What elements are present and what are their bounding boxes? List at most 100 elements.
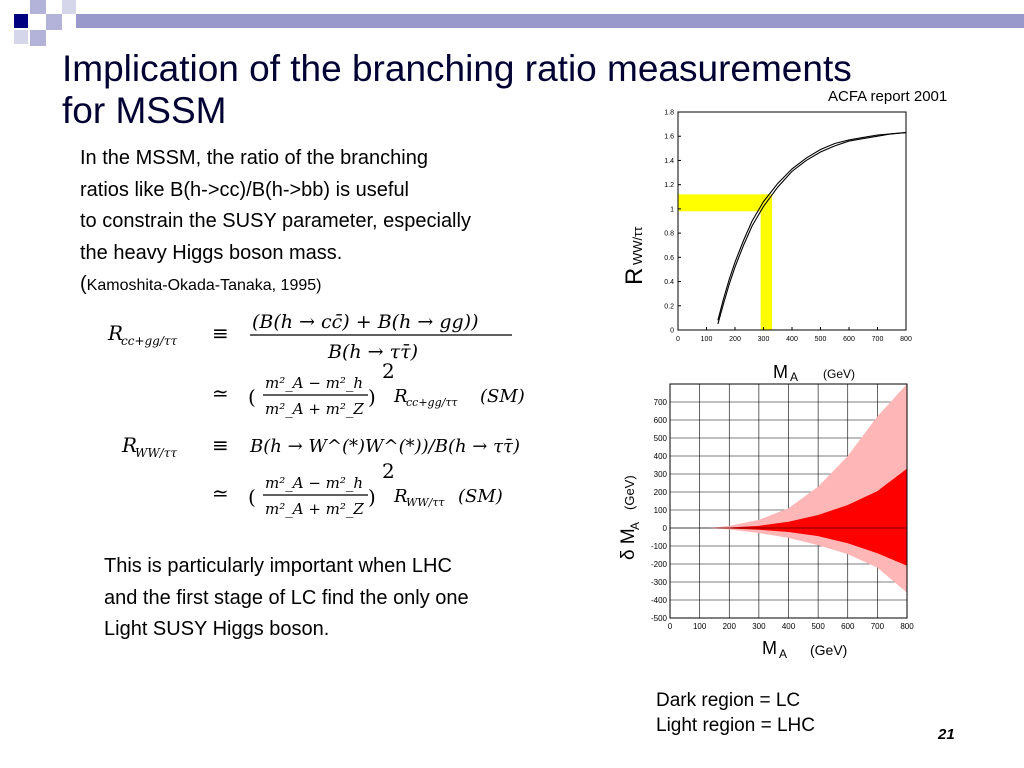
x-tick-label: 200: [723, 622, 737, 631]
y-tick-label: 0: [663, 524, 668, 533]
formula-equiv-1: ≡: [212, 321, 229, 345]
formula-frac-numerator-1: m²_A − m²_h: [265, 374, 363, 392]
page-number: 21: [938, 726, 955, 743]
decor-square-light-3: [30, 30, 46, 46]
x-tick-label: 300: [752, 622, 766, 631]
x-tick-label: 500: [815, 336, 827, 343]
x-tick-label: 700: [871, 622, 885, 631]
conclusion-line: and the first stage of LC find the only …: [104, 586, 469, 609]
curve-2: [717, 132, 907, 321]
x-tick-label: 0: [676, 336, 680, 343]
mass-precision-chart-plot: 0 100 200 300 400 500 600 700 800 -500 -400 -300 -20…: [651, 383, 914, 631]
intro-line: the heavy Higgs boson mass.: [80, 241, 343, 264]
decor-square-light-4: [14, 30, 28, 44]
conclusion-line: Light SUSY Higgs boson.: [104, 618, 330, 640]
x-tick-label: 400: [782, 622, 796, 631]
formula-sm2: R: [393, 486, 408, 507]
x-tick-label: 100: [693, 622, 707, 631]
y-tick-label: 1.4: [664, 158, 674, 165]
legend-light: Light region = LHC: [656, 715, 815, 736]
plot-frame: [677, 111, 907, 331]
y-tick-label: 1.8: [664, 110, 674, 117]
y-tick-label: 1.6: [664, 134, 674, 141]
plot-frame: [669, 383, 908, 619]
formula-sm2-tail: (SM): [458, 486, 503, 507]
citation-text: Kamoshita-Okada-Tanaka, 1995): [86, 277, 322, 294]
x-tick-label: 800: [900, 622, 914, 631]
y-tick-label: 500: [654, 434, 668, 443]
ratio-chart-ylabel-main: R: [621, 268, 648, 285]
decor-square-light-2: [46, 14, 62, 30]
title-line-2: for MSSM: [62, 90, 227, 131]
ratio-chart-ylabel: R WW/ττ: [621, 226, 648, 285]
x-tick-label: 800: [900, 336, 912, 343]
paren-right-1: ): [368, 385, 376, 409]
x-tick-label: 300: [758, 336, 770, 343]
y-tick-label: 1.2: [664, 182, 674, 189]
formula-frac-denominator-2: m²_A + m²_Z: [265, 500, 364, 518]
y-tick-label: 700: [654, 398, 668, 407]
formula-approx-2: ≃: [212, 481, 229, 505]
x-tick-label: 0: [668, 622, 673, 631]
slide-title: Implication of the branching ratio measu…: [62, 48, 982, 132]
decor-title-bar: [76, 14, 1024, 28]
paren-left-2: (: [248, 485, 256, 509]
formula-power-1: 2: [382, 359, 395, 383]
y-tick-label: 300: [654, 470, 668, 479]
y-tick-label: -200: [651, 560, 668, 569]
paren-left-1: (: [248, 385, 256, 409]
decor-square-light-5: [62, 0, 76, 14]
decor-square-light-1: [30, 0, 46, 14]
citation: (Kamoshita-Okada-Tanaka, 1995): [80, 269, 600, 302]
y-tick-label: 1: [670, 206, 674, 213]
highlight-band-horizontal: [678, 194, 773, 212]
formula-rhs1-denominator: B(h → ττ̄): [327, 341, 418, 363]
x-tick-label: 100: [701, 336, 713, 343]
intro-paragraph: In the MSSM, the ratio of the branching …: [80, 143, 600, 302]
y-tick-label: 600: [654, 416, 668, 425]
formula-frac-numerator-2: m²_A − m²_h: [265, 474, 363, 492]
mass-precision-xunit: (GeV): [810, 642, 847, 658]
mass-precision-ylabel-main: δ M: [618, 528, 639, 560]
lc-region: [708, 468, 907, 566]
formula-lhs2-sub: WW/ττ: [135, 446, 177, 460]
mass-precision-chart-ylabel: δ M A (GeV): [618, 475, 642, 560]
x-tick-label: 500: [811, 622, 825, 631]
mass-precision-chart: 0 100 200 300 400 500 600 700 800 -500 -400 -300 -20…: [618, 383, 914, 661]
formula-lhs2: R: [121, 433, 137, 457]
intro-line: ratios like B(h->cc)/B(h->bb) is useful: [80, 178, 410, 201]
formula-rhs2: B(h → W^(*)W^(*))/B(h → ττ̄): [249, 436, 520, 457]
ratio-chart-xunit: (GeV): [823, 367, 855, 381]
formula-sm2-sub: WW/ττ: [406, 496, 445, 509]
y-tick-label: 400: [654, 452, 668, 461]
ratio-chart-xlabel: M: [773, 362, 788, 382]
formula-sm1: R: [393, 386, 408, 407]
y-tick-label: 0: [670, 328, 674, 335]
highlight-band-vertical: [760, 194, 773, 330]
formula-lhs1-sub: cc+gg/ττ: [121, 334, 178, 348]
conclusion-paragraph: This is particularly important when LHC …: [104, 551, 584, 646]
mass-precision-xlabel-sub: A: [779, 647, 787, 661]
formula-lhs1: R: [107, 321, 123, 345]
intro-line: to constrain the SUSY parameter, especia…: [80, 210, 471, 232]
formula-power-2: 2: [382, 459, 395, 483]
x-tick-label: 600: [841, 622, 855, 631]
formula-approx-1: ≃: [212, 381, 229, 405]
y-tick-label: 200: [654, 488, 668, 497]
ratio-chart-ylabel-sub: WW/ττ: [630, 226, 645, 265]
ratio-chart: 0 100 200 300 400 500 600 700 800 0 0.2 0.4 0.6 0.8 1 1…: [621, 110, 912, 385]
x-tick-label: 400: [786, 336, 798, 343]
mass-precision-xlabel: M: [762, 638, 777, 658]
citation-paren: (: [80, 273, 87, 295]
title-line-1: Implication of the branching ratio measu…: [62, 48, 852, 89]
region-legend: Dark region = LC Light region = LHC: [656, 688, 815, 738]
formula-sm1-tail: (SM): [480, 386, 525, 407]
y-tick-label: -400: [651, 596, 668, 605]
x-tick-label: 700: [872, 336, 884, 343]
decor-square-navy: [14, 14, 28, 28]
conclusion-line: This is particularly important when LHC: [104, 555, 452, 577]
y-tick-label: 100: [654, 506, 668, 515]
curve-1: [717, 132, 907, 325]
formula-equiv-2: ≡: [212, 433, 229, 457]
mass-precision-yunit: (GeV): [622, 475, 637, 510]
